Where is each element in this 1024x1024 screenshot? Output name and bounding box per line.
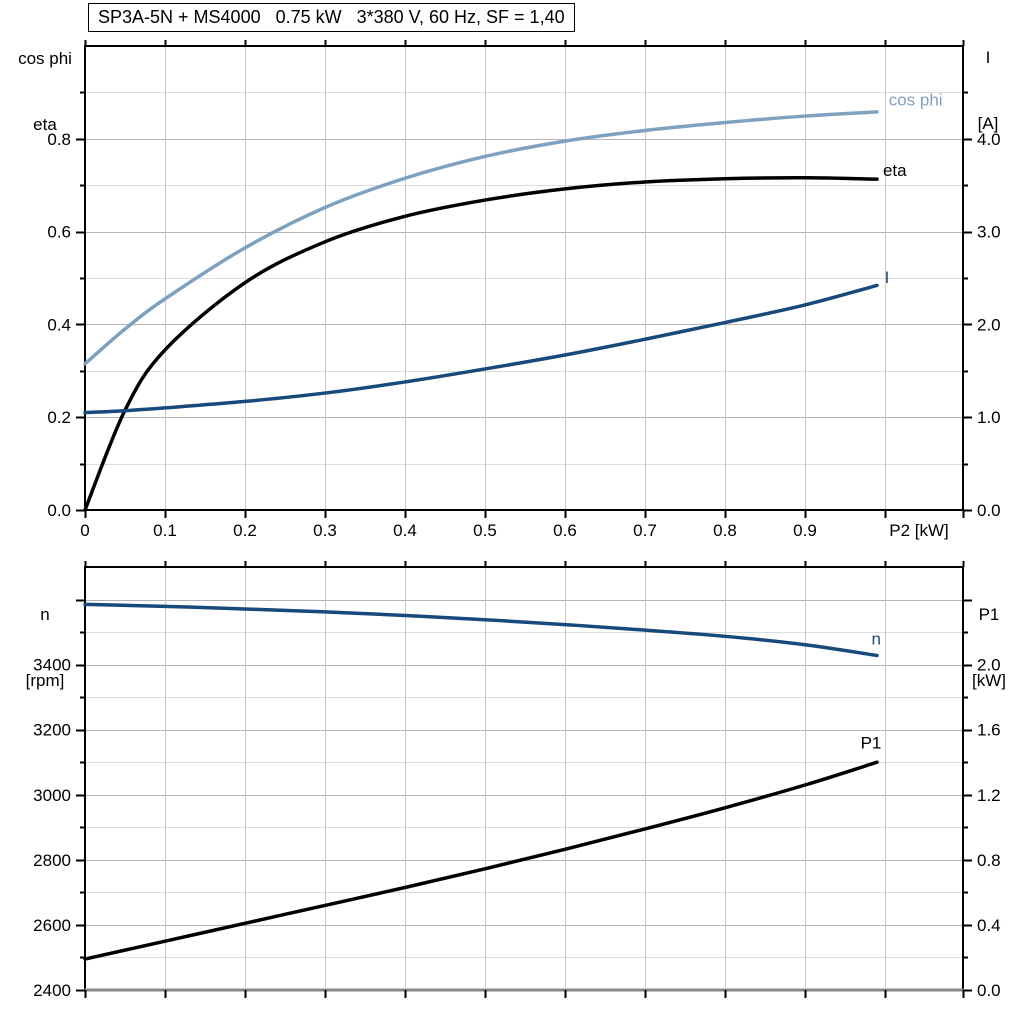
y-right-tick-label: 2.0 — [977, 656, 1001, 675]
y-left-tick-label: 0.8 — [47, 130, 71, 149]
x-tick-label: 0.3 — [313, 521, 337, 540]
y-right-tick-label: 0.0 — [977, 501, 1001, 520]
curve-p1 — [83, 760, 879, 961]
y-left-tick-label: 3200 — [33, 721, 71, 740]
x-tick-label: 0.9 — [793, 521, 817, 540]
y-right-tick-label: 1.6 — [977, 721, 1001, 740]
axis-title-cos-phi: cos phi — [18, 49, 72, 68]
axis-title-current: I — [985, 48, 991, 67]
curve-label-i: I — [885, 268, 890, 287]
y-left-tick-label: 0.4 — [47, 315, 71, 334]
y-right-tick-label: 0.0 — [977, 981, 1001, 1000]
upper-right-axis-title: I [A] — [958, 3, 1018, 179]
upper-left-axis-title: cos phi eta — [6, 4, 84, 180]
x-tick-label: 0.7 — [633, 521, 657, 540]
y-left-tick-label: 2600 — [33, 916, 71, 935]
y-right-tick-label: 2.0 — [977, 315, 1001, 334]
chart-title-box: SP3A-5N + MS4000 0.75 kW 3*380 V, 60 Hz,… — [88, 3, 575, 32]
axis-title-speed: n — [40, 605, 50, 624]
x-tick-label: 0.8 — [713, 521, 737, 540]
y-left-tick-label: 0.6 — [47, 223, 71, 242]
axis-title-eta: eta — [33, 115, 57, 134]
y-right-tick-label: 0.8 — [977, 851, 1001, 870]
curve-label-p1: P1 — [861, 734, 882, 753]
y-right-tick-label: 4.0 — [977, 130, 1001, 149]
axis-title-speed-unit: [rpm] — [25, 671, 65, 690]
y-left-tick-label: 0.0 — [47, 501, 71, 520]
curve-eta — [83, 176, 879, 512]
x-axis-unit-label: P2 [kW] — [889, 521, 949, 540]
y-right-tick-label: 1.2 — [977, 786, 1001, 805]
x-tick-label: 0.5 — [473, 521, 497, 540]
x-tick-label: 0 — [80, 521, 89, 540]
y-left-tick-label: 2400 — [33, 981, 71, 1000]
curve-n — [83, 602, 879, 658]
x-tick-label: 0.4 — [393, 521, 417, 540]
y-left-tick-label: 0.2 — [47, 408, 71, 427]
x-tick-label: 0.2 — [233, 521, 257, 540]
lower-left-axis-title: n [rpm] — [6, 560, 84, 736]
y-right-tick-label: 0.4 — [977, 916, 1001, 935]
axis-title-current-unit: [A] — [977, 114, 999, 133]
y-left-tick-label: 3400 — [33, 656, 71, 675]
lower-right-axis-title: P1 [kW] — [958, 560, 1020, 736]
axis-title-p1-unit: [kW] — [972, 671, 1006, 690]
axis-title-p1: P1 — [978, 605, 1000, 624]
curve-i — [83, 283, 879, 415]
curve-label-cos-phi: cos phi — [889, 90, 943, 109]
y-right-tick-label: 3.0 — [977, 223, 1001, 242]
y-right-tick-label: 1.0 — [977, 408, 1001, 427]
curve-label-eta: eta — [883, 161, 907, 180]
curve-cos-phi — [83, 110, 879, 366]
y-left-tick-label: 2800 — [33, 851, 71, 870]
x-tick-label: 0.1 — [153, 521, 177, 540]
curve-label-n: n — [871, 630, 880, 649]
y-left-tick-label: 3000 — [33, 786, 71, 805]
x-tick-label: 0.6 — [553, 521, 577, 540]
